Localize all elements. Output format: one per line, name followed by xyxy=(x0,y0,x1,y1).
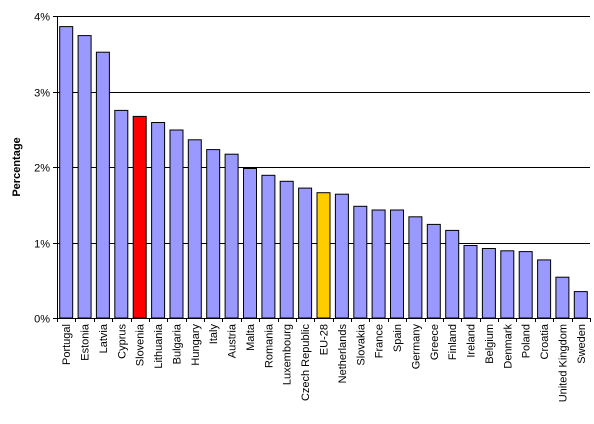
y-tick-label-4: 4% xyxy=(34,12,50,24)
x-tick-label-portugal: Portugal xyxy=(61,324,73,365)
bar-slovakia xyxy=(353,205,368,319)
x-tick-label-belgium: Belgium xyxy=(484,324,496,364)
x-tick-label-france: France xyxy=(374,324,386,358)
x-tick-label-ireland: Ireland xyxy=(466,324,478,358)
x-tick-label-germany: Germany xyxy=(410,324,422,370)
bar-austria xyxy=(224,153,239,319)
bar-italy xyxy=(206,149,221,319)
bar-eu-28 xyxy=(316,192,331,319)
x-tick-label-slovenia: Slovenia xyxy=(135,323,147,366)
y-tick-label-1: 1% xyxy=(34,239,50,251)
bar-malta xyxy=(243,168,257,319)
y-tick-labels: 0% 1% 2% 3% 4% xyxy=(34,12,57,326)
bar-belgium xyxy=(481,248,496,319)
y-tick-label-2: 2% xyxy=(34,163,50,175)
bar-croatia xyxy=(537,259,552,319)
bar-germany xyxy=(408,216,423,319)
x-tick-labels: Portugal Estonia Latvia Cyprus Slovenia Lithu… xyxy=(57,318,591,402)
x-tick-label-bulgaria: Bulgaria xyxy=(172,323,184,364)
x-tick-label-latvia: Latvia xyxy=(98,323,110,353)
x-tick-label-czech-republic: Czech Republic xyxy=(300,324,312,402)
bar-bulgaria xyxy=(169,129,184,319)
x-tick-label-estonia: Estonia xyxy=(80,323,92,361)
bar-luxembourg xyxy=(279,180,294,319)
x-tick-label-austria: Austria xyxy=(227,323,239,358)
bar-netherlands xyxy=(334,193,349,319)
bar-finland xyxy=(445,229,460,319)
bar-czech-republic xyxy=(298,187,313,319)
bar-denmark xyxy=(500,250,515,319)
bar-spain xyxy=(390,209,404,319)
bars xyxy=(59,26,588,319)
x-tick-label-lithuania: Lithuania xyxy=(153,323,165,369)
bar-ireland xyxy=(463,245,478,319)
x-tick-label-luxembourg: Luxembourg xyxy=(282,324,294,385)
bar-greece xyxy=(426,223,441,319)
bar-lithuania xyxy=(151,122,166,319)
x-tick-label-cyprus: Cyprus xyxy=(116,324,128,359)
bar-united-kingdom xyxy=(555,276,570,319)
bar-sweden xyxy=(573,291,588,319)
bar-poland xyxy=(518,251,533,319)
x-tick-label-finland: Finland xyxy=(447,324,459,360)
axes xyxy=(57,16,590,319)
bar-hungary xyxy=(187,139,202,319)
x-tick-label-eu-28: EU-28 xyxy=(319,324,331,355)
y-tick-label-0: 0% xyxy=(34,314,50,326)
x-tick-label-malta: Malta xyxy=(245,323,257,351)
bar-cyprus xyxy=(114,109,129,319)
x-tick-label-united-kingdom: United Kingdom xyxy=(557,324,569,402)
bar-slovenia xyxy=(132,115,147,319)
x-tick-label-denmark: Denmark xyxy=(502,324,514,369)
x-tick-label-poland: Poland xyxy=(521,324,533,358)
x-tick-label-sweden: Sweden xyxy=(576,324,588,364)
bar-romania xyxy=(261,174,276,319)
x-tick-label-croatia: Croatia xyxy=(539,323,551,359)
x-tick-label-romania: Romania xyxy=(263,323,275,368)
y-tick-label-3: 3% xyxy=(34,88,50,100)
y-axis-title: Percentage xyxy=(11,137,23,196)
x-tick-label-greece: Greece xyxy=(429,324,441,360)
x-tick-label-slovakia: Slovakia xyxy=(355,323,367,365)
x-tick-label-italy: Italy xyxy=(208,324,220,345)
bar-france xyxy=(371,209,386,319)
bar-portugal xyxy=(59,26,74,319)
x-tick-label-spain: Spain xyxy=(392,324,404,352)
x-tick-label-hungary: Hungary xyxy=(190,324,202,366)
x-tick-label-netherlands: Netherlands xyxy=(337,324,349,384)
bar-estonia xyxy=(77,35,92,319)
bar-latvia xyxy=(95,51,110,319)
